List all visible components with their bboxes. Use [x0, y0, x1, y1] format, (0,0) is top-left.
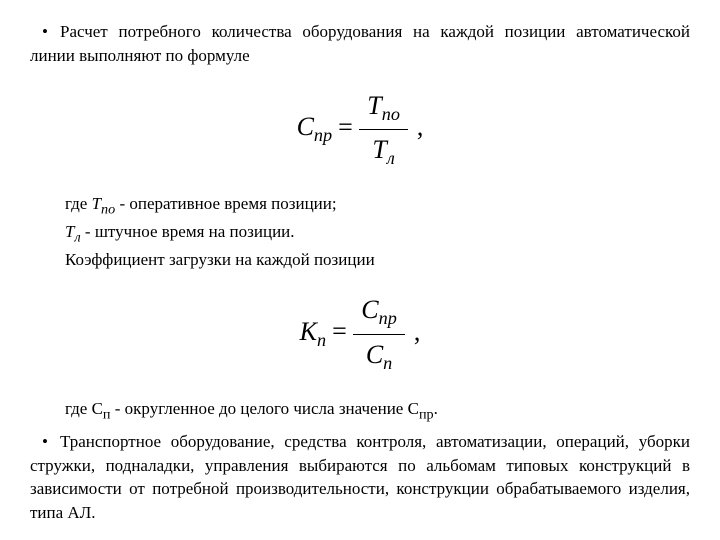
f2-left-var: Kп	[300, 317, 326, 346]
paragraph-1: •Расчет потребного количества оборудован…	[30, 20, 690, 68]
f2-eq: =	[332, 317, 353, 346]
f1-fraction: Tпо Tл	[359, 88, 408, 172]
para2-text: Транспортное оборудование, средства конт…	[30, 432, 690, 522]
formula-2: Kп = Cпр Cп ,	[30, 292, 690, 376]
f1-denominator: Tл	[359, 130, 408, 172]
para1-text: Расчет потребного количества оборудовани…	[30, 22, 690, 65]
f2-denominator: Cп	[353, 335, 405, 377]
definitions-1: где Tпо - оперативное время позиции; Tл …	[30, 192, 690, 272]
f1-left-var: Cпр	[297, 112, 333, 141]
formula-1: Cпр = Tпо Tл ,	[30, 88, 690, 172]
f2-numerator: Cпр	[353, 292, 405, 335]
definitions-2: где Сп - округленное до целого числа зна…	[30, 397, 690, 425]
f2-fraction: Cпр Cп	[353, 292, 405, 376]
paragraph-2: •Транспортное оборудование, средства кон…	[30, 430, 690, 525]
f2-comma: ,	[414, 317, 421, 346]
bullet-2: •	[30, 430, 60, 454]
bullet-1: •	[30, 20, 60, 44]
f1-eq: =	[338, 112, 359, 141]
f1-comma: ,	[417, 112, 424, 141]
f1-numerator: Tпо	[359, 88, 408, 131]
